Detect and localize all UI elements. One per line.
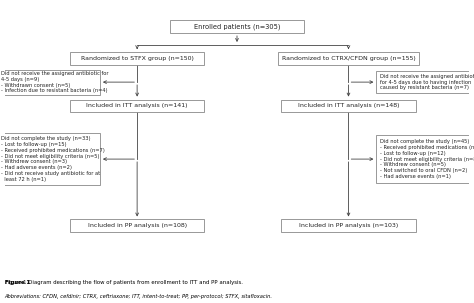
Bar [170, 20, 304, 33]
Text: Enrolled patients (n=305): Enrolled patients (n=305) [194, 24, 280, 30]
Text: Figure 1 Diagram describing the flow of patients from enrollment to ITT and PP a: Figure 1 Diagram describing the flow of … [5, 280, 243, 285]
Text: Abbreviations: CFDN, cefdinir; CTRX, ceftriaxone; ITT, intent-to-treat; PP, per-: Abbreviations: CFDN, cefdinir; CTRX, cef… [5, 294, 273, 299]
Bar [278, 52, 419, 65]
Text: Did not complete the study (n=33)
- Lost to follow-up (n=15)
- Received prohibit: Did not complete the study (n=33) - Lost… [1, 136, 105, 182]
Text: Randomized to CTRX/CFDN group (n=155): Randomized to CTRX/CFDN group (n=155) [282, 56, 415, 61]
Text: Did not complete the study (n=45)
- Received prohibited medications (n=17)
- Los: Did not complete the study (n=45) - Rece… [380, 139, 474, 179]
Bar [376, 71, 474, 93]
Bar [0, 133, 100, 185]
Text: Did not receive the assigned antibiotic
for 4-5 days due to having infection
cau: Did not receive the assigned antibiotic … [380, 74, 474, 90]
Bar [0, 70, 100, 95]
Text: Figure 1: Figure 1 [5, 280, 30, 285]
Text: Randomized to STFX group (n=150): Randomized to STFX group (n=150) [81, 56, 193, 61]
Bar [376, 135, 474, 183]
Text: Included in ITT analysis (n=148): Included in ITT analysis (n=148) [298, 103, 399, 108]
Text: Included in PP analysis (n=108): Included in PP analysis (n=108) [88, 223, 187, 228]
Bar [281, 219, 416, 232]
Text: Did not receive the assigned antibiotic for
4-5 days (n=9)
- Withdrawn consent (: Did not receive the assigned antibiotic … [1, 71, 109, 93]
Bar [281, 99, 416, 112]
Text: Included in PP analysis (n=103): Included in PP analysis (n=103) [299, 223, 398, 228]
Bar [70, 219, 204, 232]
Text: Included in ITT analysis (n=141): Included in ITT analysis (n=141) [86, 103, 188, 108]
Bar [70, 52, 204, 65]
Bar [70, 99, 204, 112]
